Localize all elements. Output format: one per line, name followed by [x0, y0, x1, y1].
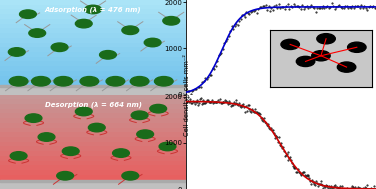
Bar — [0, 165, 186, 170]
Circle shape — [112, 149, 129, 157]
Bar — [0, 180, 186, 184]
Bar — [0, 118, 186, 123]
Bar — [0, 38, 186, 43]
Bar — [0, 137, 186, 142]
Circle shape — [57, 172, 74, 180]
Circle shape — [38, 133, 55, 141]
Circle shape — [106, 77, 125, 86]
Bar — [0, 94, 186, 99]
Circle shape — [155, 77, 173, 86]
Circle shape — [122, 26, 139, 35]
Bar — [0, 0, 186, 5]
Bar — [0, 9, 186, 14]
Circle shape — [62, 147, 79, 155]
Circle shape — [20, 10, 36, 19]
Circle shape — [8, 48, 25, 56]
Circle shape — [75, 107, 92, 116]
Bar — [0, 52, 186, 57]
Bar — [0, 85, 186, 90]
Bar — [0, 14, 186, 19]
Bar — [0, 146, 186, 151]
Bar — [0, 61, 186, 66]
Bar — [0, 184, 186, 189]
Bar — [0, 71, 186, 76]
Circle shape — [51, 43, 68, 52]
Text: Desorption (λ = 664 nm): Desorption (λ = 664 nm) — [45, 101, 141, 108]
Bar — [0, 142, 186, 146]
Circle shape — [130, 77, 149, 86]
Text: Adsorption (λ = 476 nm): Adsorption (λ = 476 nm) — [45, 7, 141, 13]
Bar — [0, 5, 186, 9]
Bar — [0, 28, 186, 33]
Circle shape — [75, 19, 92, 28]
Bar — [0, 180, 186, 182]
Bar — [0, 66, 186, 71]
Bar — [0, 175, 186, 180]
Bar — [0, 132, 186, 137]
Bar — [0, 90, 186, 94]
Bar — [0, 104, 186, 109]
Circle shape — [100, 51, 116, 59]
Bar — [0, 181, 186, 189]
Bar — [0, 87, 186, 94]
Bar — [0, 156, 186, 161]
Bar — [0, 43, 186, 47]
Bar — [0, 99, 186, 104]
Circle shape — [25, 114, 42, 122]
Circle shape — [159, 142, 176, 151]
Bar — [0, 19, 186, 24]
Circle shape — [29, 29, 45, 37]
Circle shape — [10, 152, 27, 160]
Bar — [0, 151, 186, 156]
Bar — [0, 113, 186, 118]
Bar — [0, 123, 186, 128]
Bar — [0, 76, 186, 80]
Circle shape — [9, 77, 28, 86]
Circle shape — [32, 77, 50, 86]
Circle shape — [54, 77, 73, 86]
Circle shape — [150, 104, 167, 113]
Circle shape — [80, 77, 99, 86]
Circle shape — [137, 130, 153, 138]
Bar — [0, 109, 186, 113]
Bar — [0, 57, 186, 61]
Circle shape — [131, 111, 148, 119]
Circle shape — [85, 5, 102, 14]
Text: Cell density / cells mm⁻²: Cell density / cells mm⁻² — [183, 53, 190, 136]
Bar — [0, 24, 186, 28]
Bar — [0, 170, 186, 175]
Bar — [0, 47, 186, 52]
Bar — [0, 161, 186, 165]
Circle shape — [122, 172, 139, 180]
Bar — [0, 128, 186, 132]
Circle shape — [88, 123, 105, 132]
Bar — [0, 33, 186, 38]
Bar — [0, 80, 186, 85]
Circle shape — [144, 38, 161, 47]
Circle shape — [163, 17, 180, 25]
Bar — [0, 85, 186, 87]
